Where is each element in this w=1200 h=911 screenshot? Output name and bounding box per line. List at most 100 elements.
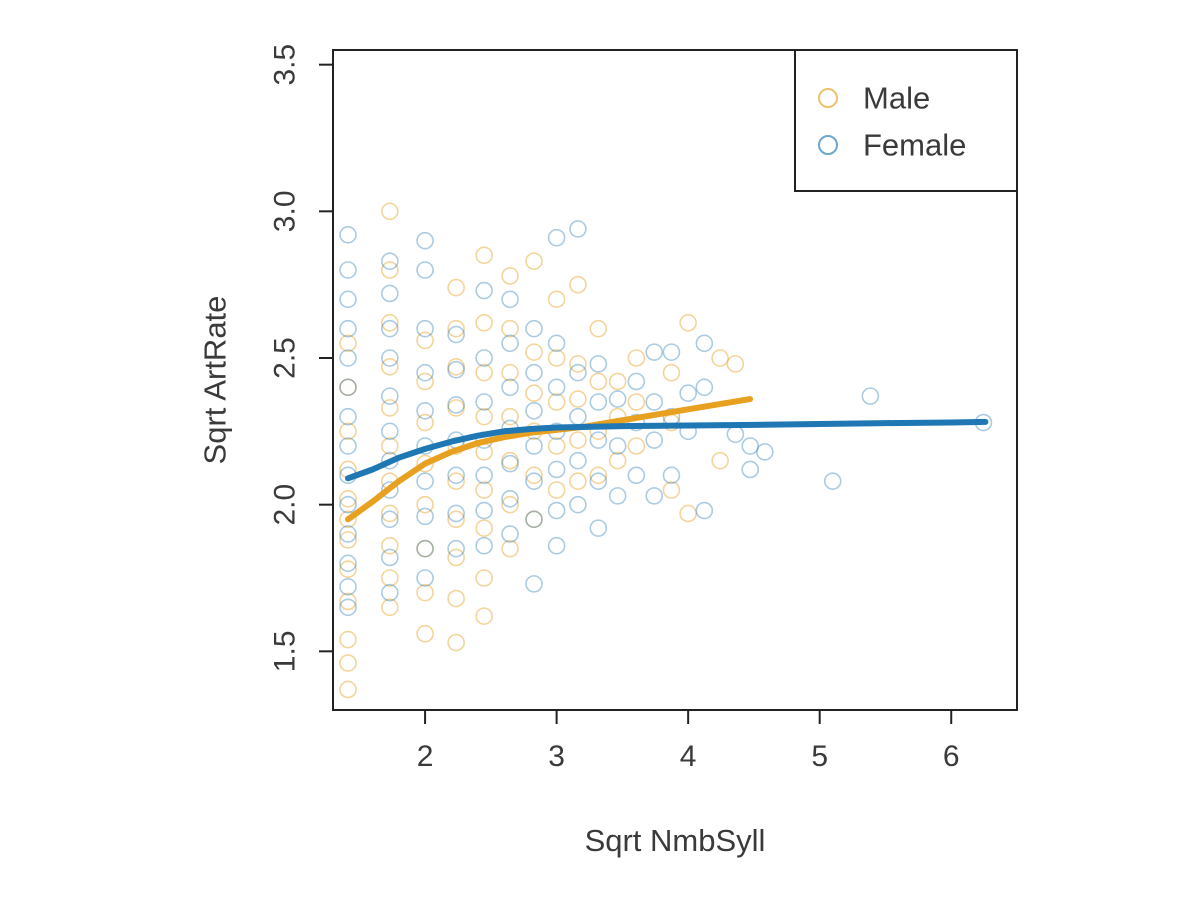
point-female-80	[608, 487, 627, 505]
point-male-27	[416, 454, 434, 473]
y-tick-label-2: 2.5	[269, 337, 302, 379]
fit-line-female	[345, 418, 989, 482]
point-male-48	[475, 313, 493, 332]
point-male-61	[525, 343, 543, 361]
point-female-70	[569, 495, 587, 514]
x-tick-label-1: 3	[548, 740, 565, 773]
point-female-94	[679, 384, 697, 403]
point-male-10	[339, 378, 357, 397]
point-female-35	[447, 539, 465, 558]
point-female-4	[339, 495, 357, 514]
point-male-87	[679, 313, 697, 332]
point-female-20	[381, 387, 399, 405]
point-male-21	[381, 261, 399, 279]
point-female-63	[547, 536, 566, 555]
point-male-17	[381, 437, 399, 455]
point-male-80	[627, 437, 646, 455]
x-axis-title: Sqrt NmbSyll	[585, 823, 766, 858]
point-female-74	[569, 220, 587, 238]
point-male-88	[711, 451, 729, 470]
point-female-0	[339, 598, 357, 617]
point-female-85	[627, 372, 646, 391]
point-female-8	[339, 378, 357, 397]
point-male-66	[547, 349, 566, 367]
point-female-59	[525, 437, 543, 455]
point-male-1	[339, 654, 357, 672]
point-female-14	[381, 583, 399, 602]
point-female-34	[416, 231, 434, 250]
point-male-52	[501, 451, 519, 470]
point-male-81	[627, 393, 646, 411]
point-female-36	[447, 504, 465, 523]
point-male-85	[662, 363, 681, 382]
point-male-51	[501, 495, 519, 514]
point-male-22	[381, 202, 399, 221]
point-female-76	[589, 472, 608, 491]
point-female-42	[475, 536, 493, 555]
point-female-95	[695, 501, 714, 520]
point-male-72	[569, 275, 587, 294]
point-male-20	[381, 313, 399, 332]
point-male-35	[447, 472, 465, 491]
point-male-24	[416, 583, 434, 602]
point-female-84	[627, 413, 646, 432]
point-female-27	[416, 507, 434, 526]
point-male-64	[547, 437, 566, 455]
point-female-68	[547, 334, 566, 353]
point-male-39	[447, 319, 465, 338]
point-female-46	[475, 393, 493, 411]
y-tick-label-3: 3.0	[269, 190, 302, 232]
point-female-1	[339, 577, 357, 596]
point-female-31	[416, 363, 434, 382]
point-female-26	[416, 539, 434, 558]
legend: Male Female	[794, 49, 1018, 192]
point-female-79	[589, 355, 608, 373]
point-female-22	[381, 319, 399, 338]
point-male-14	[381, 536, 399, 555]
point-female-77	[589, 431, 608, 449]
point-female-10	[339, 319, 357, 338]
point-male-19	[381, 357, 399, 376]
point-female-12	[339, 261, 357, 279]
point-female-62	[525, 319, 543, 338]
point-female-49	[501, 525, 519, 543]
point-female-86	[645, 487, 664, 505]
point-female-60	[525, 401, 543, 420]
point-female-13	[339, 226, 357, 244]
point-female-71	[569, 451, 587, 470]
point-female-67	[547, 378, 566, 397]
point-male-29	[416, 372, 434, 391]
point-male-54	[501, 363, 519, 382]
point-female-44	[475, 466, 493, 485]
point-female-51	[501, 454, 519, 473]
point-male-56	[501, 267, 519, 285]
point-female-98	[726, 425, 745, 444]
point-male-49	[475, 246, 493, 265]
point-male-73	[589, 466, 608, 485]
point-female-17	[381, 481, 399, 499]
point-male-13	[381, 569, 399, 587]
point-male-26	[416, 495, 434, 514]
point-female-32	[416, 319, 434, 338]
point-female-23	[381, 284, 399, 303]
point-male-18	[381, 399, 399, 417]
point-female-15	[381, 548, 399, 567]
y-axis-title: Sqrt ArtRate	[198, 296, 233, 465]
plot-frame	[332, 49, 1018, 711]
point-male-43	[475, 519, 493, 537]
point-female-3	[339, 525, 357, 543]
point-male-58	[525, 466, 543, 485]
point-male-90	[726, 355, 745, 373]
point-female-7	[339, 407, 357, 426]
point-male-57	[525, 510, 543, 529]
point-male-77	[608, 451, 627, 470]
point-female-21	[381, 349, 399, 367]
point-male-75	[589, 372, 608, 391]
point-male-6	[339, 510, 357, 529]
point-female-61	[525, 363, 543, 382]
point-female-64	[547, 501, 566, 520]
x-tick-label-2: 4	[680, 740, 697, 773]
point-male-32	[447, 589, 465, 608]
point-female-30	[416, 401, 434, 420]
point-female-69	[547, 228, 566, 247]
